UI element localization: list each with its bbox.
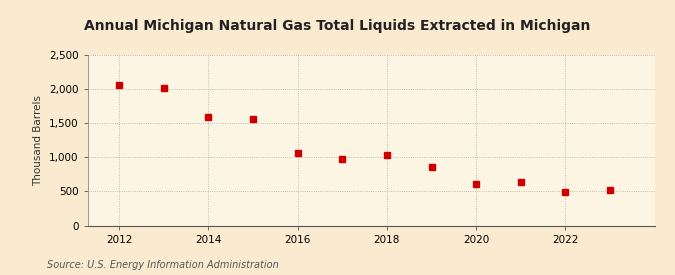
Text: Source: U.S. Energy Information Administration: Source: U.S. Energy Information Administ… bbox=[47, 260, 279, 270]
Y-axis label: Thousand Barrels: Thousand Barrels bbox=[34, 95, 44, 186]
Text: Annual Michigan Natural Gas Total Liquids Extracted in Michigan: Annual Michigan Natural Gas Total Liquid… bbox=[84, 19, 591, 33]
